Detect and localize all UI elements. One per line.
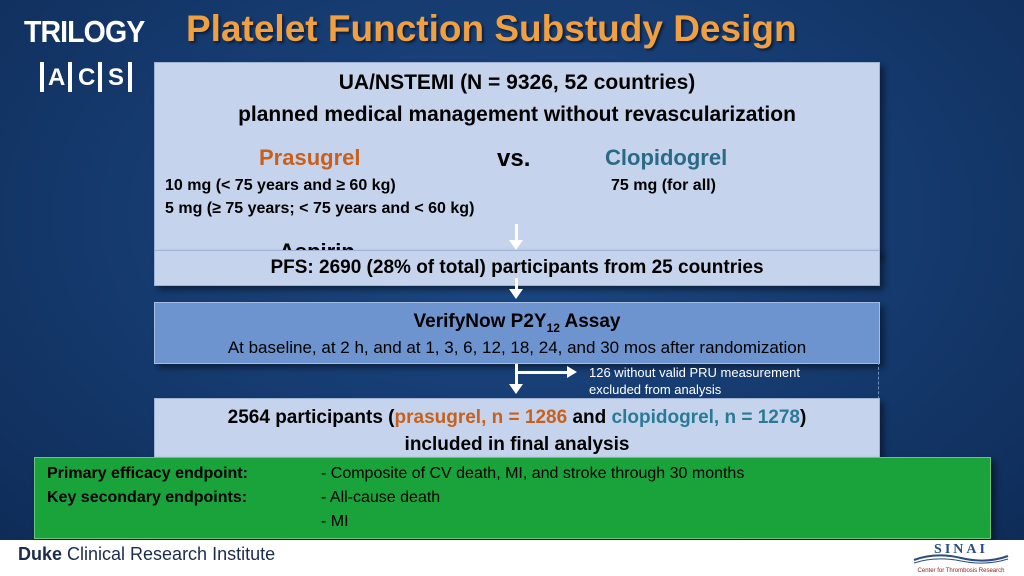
logo-bar	[68, 62, 72, 92]
exclusion-arrow-head	[567, 366, 577, 378]
assay-title-end: Assay	[559, 311, 621, 332]
logo-bar	[40, 62, 44, 92]
prasugrel-dose-2: 5 mg (≥ 75 years; < 75 years and < 60 kg…	[165, 200, 475, 217]
exclusion-arrow-shaft	[515, 371, 569, 374]
slide-title: Platelet Function Substudy Design	[186, 8, 797, 49]
final-analysis-box: 2564 participants (prasugrel, n = 1286 a…	[154, 398, 880, 464]
duke-rest: Clinical Research Institute	[62, 544, 276, 564]
clopidogrel-label: Clopidogrel	[605, 145, 728, 170]
logo-bar	[128, 62, 132, 92]
assay-title-main: VerifyNow P2Y	[413, 311, 547, 332]
final-clopidogrel-count: clopidogrel, n = 1278	[611, 407, 800, 428]
assay-schedule: At baseline, at 2 h, and at 1, 3, 6, 12,…	[227, 338, 807, 357]
primary-endpoint-value: - Composite of CV death, MI, and stroke …	[321, 465, 745, 482]
logo-letter-a: A	[48, 64, 66, 91]
final-and: and	[567, 407, 612, 428]
secondary-endpoint-value-1: - All-cause death	[321, 489, 441, 506]
prasugrel-dose-1: 10 mg (< 75 years and ≥ 60 kg)	[165, 177, 396, 194]
assay-title-subscript: 12	[546, 320, 560, 335]
secondary-endpoint-value-2: - MI	[321, 513, 349, 530]
duke-bold: Duke	[18, 544, 63, 564]
flow-arrow-head	[509, 289, 523, 299]
sinai-wave-icon	[913, 554, 1009, 564]
flow-arrow-head	[509, 240, 523, 250]
logo-bar	[98, 62, 102, 92]
secondary-endpoint-label: Key secondary endpoints:	[47, 489, 248, 506]
sinai-subtitle: Center for Thrombosis Research	[917, 568, 1005, 574]
assay-title: VerifyNow P2Y12 Assay	[155, 311, 879, 335]
flow-arrow-shaft	[515, 278, 518, 290]
endpoints-box: Primary efficacy endpoint: - Composite o…	[34, 457, 991, 539]
final-participants-line: 2564 participants (prasugrel, n = 1286 a…	[155, 407, 879, 429]
trilogy-logo-text: TRILOGY	[24, 14, 145, 49]
management-line: planned medical management without revas…	[238, 103, 796, 126]
versus-label: vs.	[497, 145, 531, 172]
primary-endpoint-label: Primary efficacy endpoint:	[47, 465, 248, 482]
flow-arrow-head	[509, 384, 523, 394]
logo-letter-c: C	[78, 64, 96, 91]
study-population-box: UA/NSTEMI (N = 9326, 52 countries) plann…	[154, 62, 880, 256]
final-included-line: included in final analysis	[404, 434, 630, 455]
clopidogrel-dose: 75 mg (for all)	[611, 177, 716, 194]
duke-logo-text: Duke Clinical Research Institute	[18, 544, 275, 565]
acs-logo: A C S	[40, 62, 140, 92]
flow-arrow-shaft	[515, 224, 518, 242]
exclusion-line-2: excluded from analysis	[589, 382, 722, 397]
sinai-logo: SINAI Center for Thrombosis Research	[906, 542, 1016, 576]
sinai-name: SINAI	[934, 542, 988, 557]
logo-letter-s: S	[108, 64, 125, 91]
population-line: UA/NSTEMI (N = 9326, 52 countries)	[338, 71, 696, 94]
final-prasugrel-count: prasugrel, n = 1286	[394, 407, 568, 428]
exclusion-line-1: 126 without valid PRU measurement	[589, 365, 800, 380]
final-post: )	[800, 407, 807, 428]
prasugrel-label: Prasugrel	[259, 145, 361, 170]
assay-box: VerifyNow P2Y12 Assay At baseline, at 2 …	[154, 302, 880, 364]
flow-arrow-shaft	[515, 364, 518, 386]
final-pre: 2564 participants (	[227, 407, 395, 428]
footer-bar	[0, 540, 1024, 576]
